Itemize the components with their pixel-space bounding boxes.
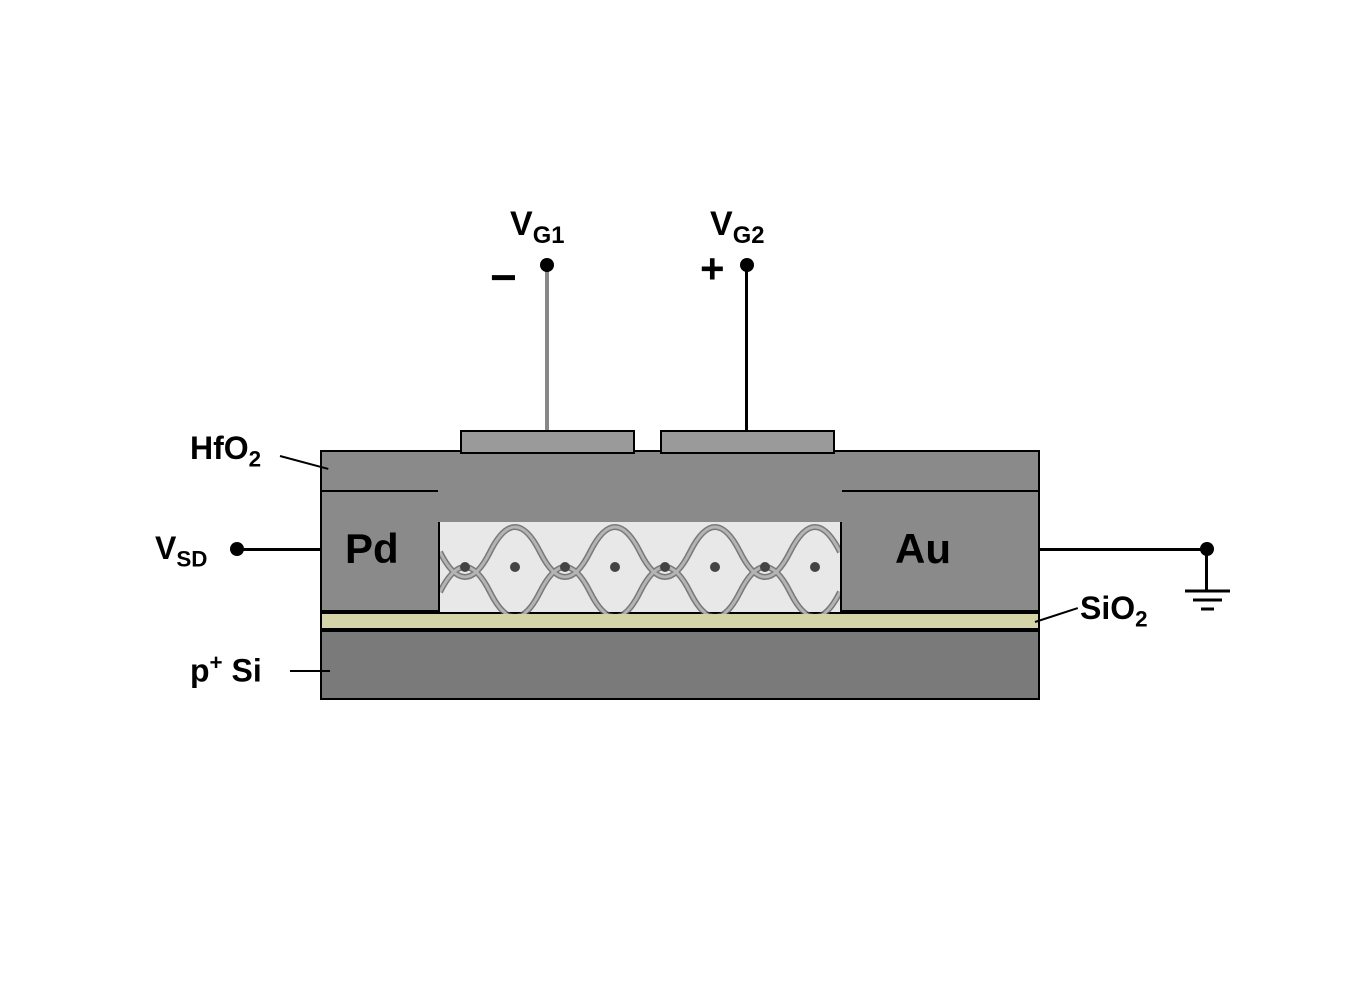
psi-leader [290,670,330,672]
vg1-label: VG1 [510,205,564,250]
nanotubes-svg [440,522,840,614]
gate1-wire [545,265,549,430]
vg1-terminal [540,258,554,272]
gate2-wire [745,265,748,430]
vg2-label: VG2 [710,205,764,250]
hfo2-center [438,450,842,522]
ground-wire-h [1040,548,1210,551]
hfo2-left-side [320,450,440,490]
sio2-label: SiO2 [1080,590,1148,632]
plus-sign: + [700,245,725,293]
pd-label: Pd [345,525,399,573]
au-label: Au [895,525,951,573]
gate1 [460,430,635,454]
nanotube-region [440,520,840,612]
vsd-label: VSD [155,530,207,572]
minus-sign: − [490,250,517,304]
hfo2-right-side [840,450,1040,490]
substrate-layer [320,630,1040,700]
psi-label: p+ Si [190,650,262,690]
ground-icon [1180,588,1235,623]
hfo2-label: HfO2 [190,430,261,472]
sio2-layer [320,612,1040,630]
vsd-wire [240,548,320,551]
device-diagram: VG1 VG2 − + HfO2 VSD Pd Au SiO2 p+ Si [140,180,1240,780]
sio2-leader [1035,607,1078,623]
ground-wire-v [1205,550,1208,590]
vg2-terminal [740,258,754,272]
gate2 [660,430,835,454]
vsd-terminal [230,542,244,556]
